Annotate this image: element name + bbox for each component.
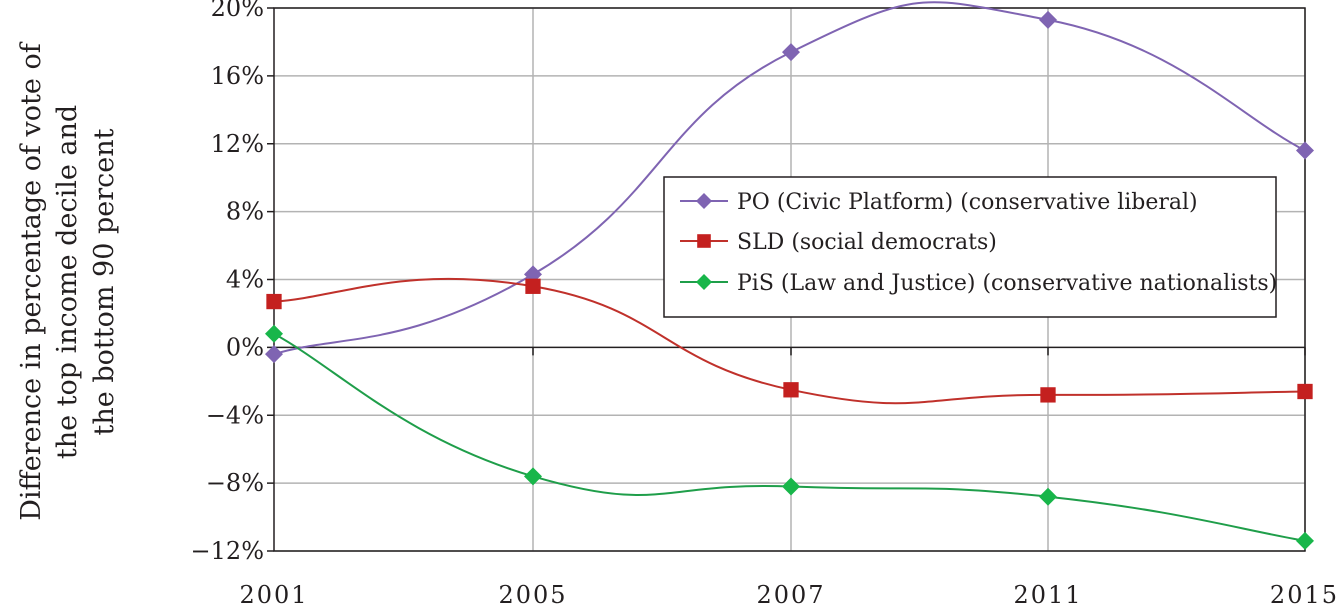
- y-tick-labels: −12% −8% −4% 0% 4% 8% 12% 16% 20%: [191, 0, 264, 565]
- data-point: [1296, 531, 1314, 550]
- y-tick-label: −8%: [206, 469, 264, 497]
- series-2: [265, 324, 1314, 550]
- y-tick-label: 4%: [226, 266, 264, 294]
- data-point: [1039, 10, 1057, 29]
- data-point: [782, 43, 800, 62]
- data-point: [1296, 141, 1314, 160]
- y-tick-label: 8%: [226, 198, 264, 226]
- data-point: [782, 477, 800, 496]
- x-tick-label: 2001: [239, 581, 308, 609]
- data-point: [1297, 383, 1313, 400]
- x-tick-label: 2015: [1270, 581, 1339, 609]
- plot-border: [273, 7, 1306, 552]
- legend-box: [663, 176, 1277, 318]
- data-point: [1039, 487, 1057, 506]
- y-axis-title-line: the top income decile and: [52, 105, 83, 459]
- data-point: [525, 278, 541, 294]
- series-group: [265, 1, 1314, 550]
- series-line: [273, 332, 1306, 542]
- y-axis-title-line: Difference in percentage of vote of: [16, 41, 47, 520]
- y-axis-title: Difference in percentage of vote of the t…: [16, 41, 120, 520]
- x-tick-label: 2007: [756, 581, 825, 609]
- x-tick-labels: 2001 2005 2007 2011 2015: [239, 581, 1339, 609]
- y-tick-label: 16%: [211, 62, 264, 90]
- legend: PO (Civic Platform) (conservative libera…: [663, 176, 1277, 318]
- y-tick-label: 12%: [211, 130, 264, 158]
- legend-entry: PO (Civic Platform) (conservative libera…: [737, 190, 1198, 215]
- legend-swatch-marker: [696, 274, 712, 290]
- data-point: [266, 293, 282, 310]
- y-axis-title-line: the bottom 90 percent: [89, 128, 120, 435]
- data-point: [265, 345, 283, 364]
- legend-entry: PiS (Law and Justice) (conservative nati…: [737, 271, 1277, 296]
- y-tick-label: −12%: [191, 537, 264, 565]
- series-1: [266, 277, 1313, 405]
- legend-entry: SLD (social democrats): [737, 230, 997, 255]
- y-tick-label: 0%: [226, 333, 264, 361]
- x-tick-label: 2011: [1013, 581, 1082, 609]
- data-point: [265, 324, 283, 343]
- y-tick-label: 20%: [211, 0, 264, 22]
- x-tick-label: 2005: [498, 581, 567, 609]
- data-point: [1040, 387, 1056, 403]
- legend-swatch-marker: [697, 234, 711, 248]
- data-point: [524, 467, 542, 486]
- data-point: [783, 382, 799, 398]
- y-tick-label: −4%: [206, 401, 264, 429]
- legend-swatch-marker: [696, 193, 712, 209]
- axes: [267, 7, 1306, 552]
